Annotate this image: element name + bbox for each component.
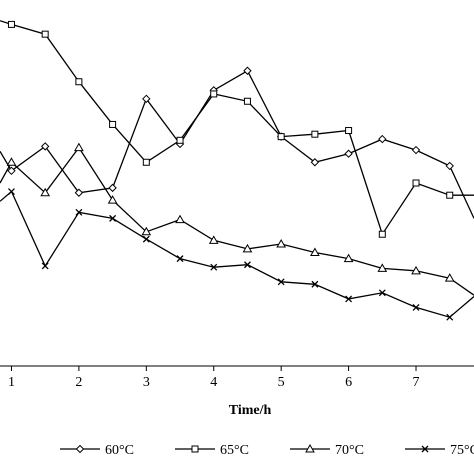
legend: 60°C 65°C 70°C 75°C — [60, 443, 474, 458]
data-point-triangle — [141, 226, 152, 236]
data-point-square — [412, 179, 420, 187]
data-point-square — [311, 130, 319, 138]
data-point-triangle — [107, 195, 118, 204]
data-point-x — [311, 280, 319, 288]
data-point-diamond — [7, 166, 16, 176]
data-point-square — [109, 120, 117, 128]
data-point-x — [8, 188, 15, 195]
data-point-square — [378, 230, 386, 238]
data-point-triangle — [6, 157, 17, 166]
x-tick-label: 1 — [8, 375, 15, 390]
x-tick-label: 2 — [75, 375, 82, 390]
data-point-diamond — [74, 188, 84, 197]
legend-marker — [75, 444, 85, 454]
data-point-diamond — [243, 66, 252, 75]
x-tick-label: 5 — [278, 375, 285, 390]
x-tick-label: 3 — [143, 375, 150, 390]
data-point-x — [412, 303, 420, 311]
legend-label: 70°C — [335, 443, 364, 458]
data-point-diamond — [411, 145, 421, 155]
data-point-square — [7, 20, 15, 28]
legend-label: 65°C — [220, 443, 249, 458]
legend-marker — [305, 443, 315, 453]
series-markers — [6, 20, 455, 321]
chart-axes: 1 2 3 4 5 6 7 — [0, 365, 474, 390]
data-point-diamond — [445, 161, 454, 171]
data-point-square — [75, 78, 83, 86]
data-point-triangle — [40, 187, 51, 197]
series-lines — [0, 20, 474, 318]
data-point-x — [345, 295, 353, 303]
data-point-diamond — [310, 158, 320, 167]
data-point-triangle — [208, 235, 219, 244]
x-axis-title: Time/h — [229, 403, 272, 418]
x-tick-label: 6 — [345, 375, 352, 390]
data-point-diamond — [344, 149, 353, 158]
legend-item: 65°C — [175, 443, 249, 458]
data-point-x — [41, 262, 49, 270]
data-point-diamond — [40, 142, 50, 151]
data-point-diamond — [378, 134, 387, 144]
data-point-triangle — [377, 263, 388, 272]
data-point-triangle — [242, 243, 253, 253]
series-line-4 — [0, 190, 474, 318]
data-point-square — [41, 30, 49, 38]
series-line-1 — [0, 69, 474, 219]
legend-label: 60°C — [105, 443, 134, 458]
data-point-square — [277, 133, 285, 141]
data-point-square — [345, 127, 353, 135]
data-point-x — [277, 278, 285, 286]
data-point-triangle — [411, 265, 421, 275]
x-tick-label: 7 — [413, 375, 420, 390]
data-point-triangle — [343, 253, 354, 263]
data-point-x — [176, 255, 184, 263]
x-tick-label: 4 — [210, 375, 217, 390]
data-point-square — [176, 136, 184, 144]
data-point-triangle — [276, 238, 287, 248]
data-point-x — [75, 208, 83, 216]
data-point-triangle — [175, 214, 185, 224]
data-point-square — [210, 90, 218, 98]
legend-marker — [421, 445, 429, 453]
series-line-3 — [0, 146, 474, 296]
data-point-diamond — [142, 94, 151, 104]
series-line-2 — [0, 20, 474, 236]
data-point-square — [446, 191, 454, 199]
data-point-x — [109, 214, 117, 222]
data-point-diamond — [108, 183, 117, 193]
data-point-square — [142, 158, 150, 166]
data-point-triangle — [444, 273, 455, 282]
data-point-x — [378, 289, 386, 297]
data-point-x — [142, 235, 150, 243]
legend-marker — [191, 445, 199, 453]
legend-label: 75°C — [450, 443, 474, 458]
data-point-triangle — [310, 247, 320, 257]
legend-item: 60°C — [60, 443, 134, 458]
data-point-x — [243, 261, 251, 269]
data-point-x — [210, 263, 218, 271]
legend-item: 70°C — [290, 443, 364, 458]
data-point-x — [446, 313, 454, 321]
legend-item: 75°C — [405, 443, 474, 458]
data-point-triangle — [74, 142, 84, 152]
data-point-square — [243, 97, 251, 105]
